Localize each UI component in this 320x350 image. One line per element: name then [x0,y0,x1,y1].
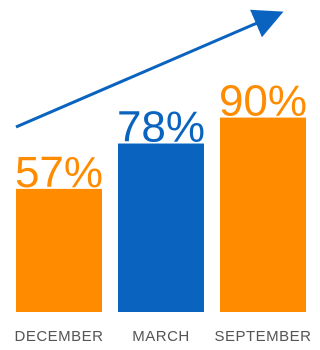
bar-december [16,188,102,312]
value-label-march: 78% [117,103,205,152]
category-label-december: DECEMBER [14,328,103,345]
value-label-september: 90% [219,77,307,126]
trend-arrow [15,9,284,129]
bar-march [118,143,204,312]
value-label-december: 57% [15,148,103,197]
category-label-september: SEPTEMBER [214,328,311,345]
bars-group: 57% DECEMBER 78% MARCH 90% SEPTEMBER [14,77,311,345]
category-label-march: MARCH [132,328,190,345]
bar-september [220,117,306,312]
